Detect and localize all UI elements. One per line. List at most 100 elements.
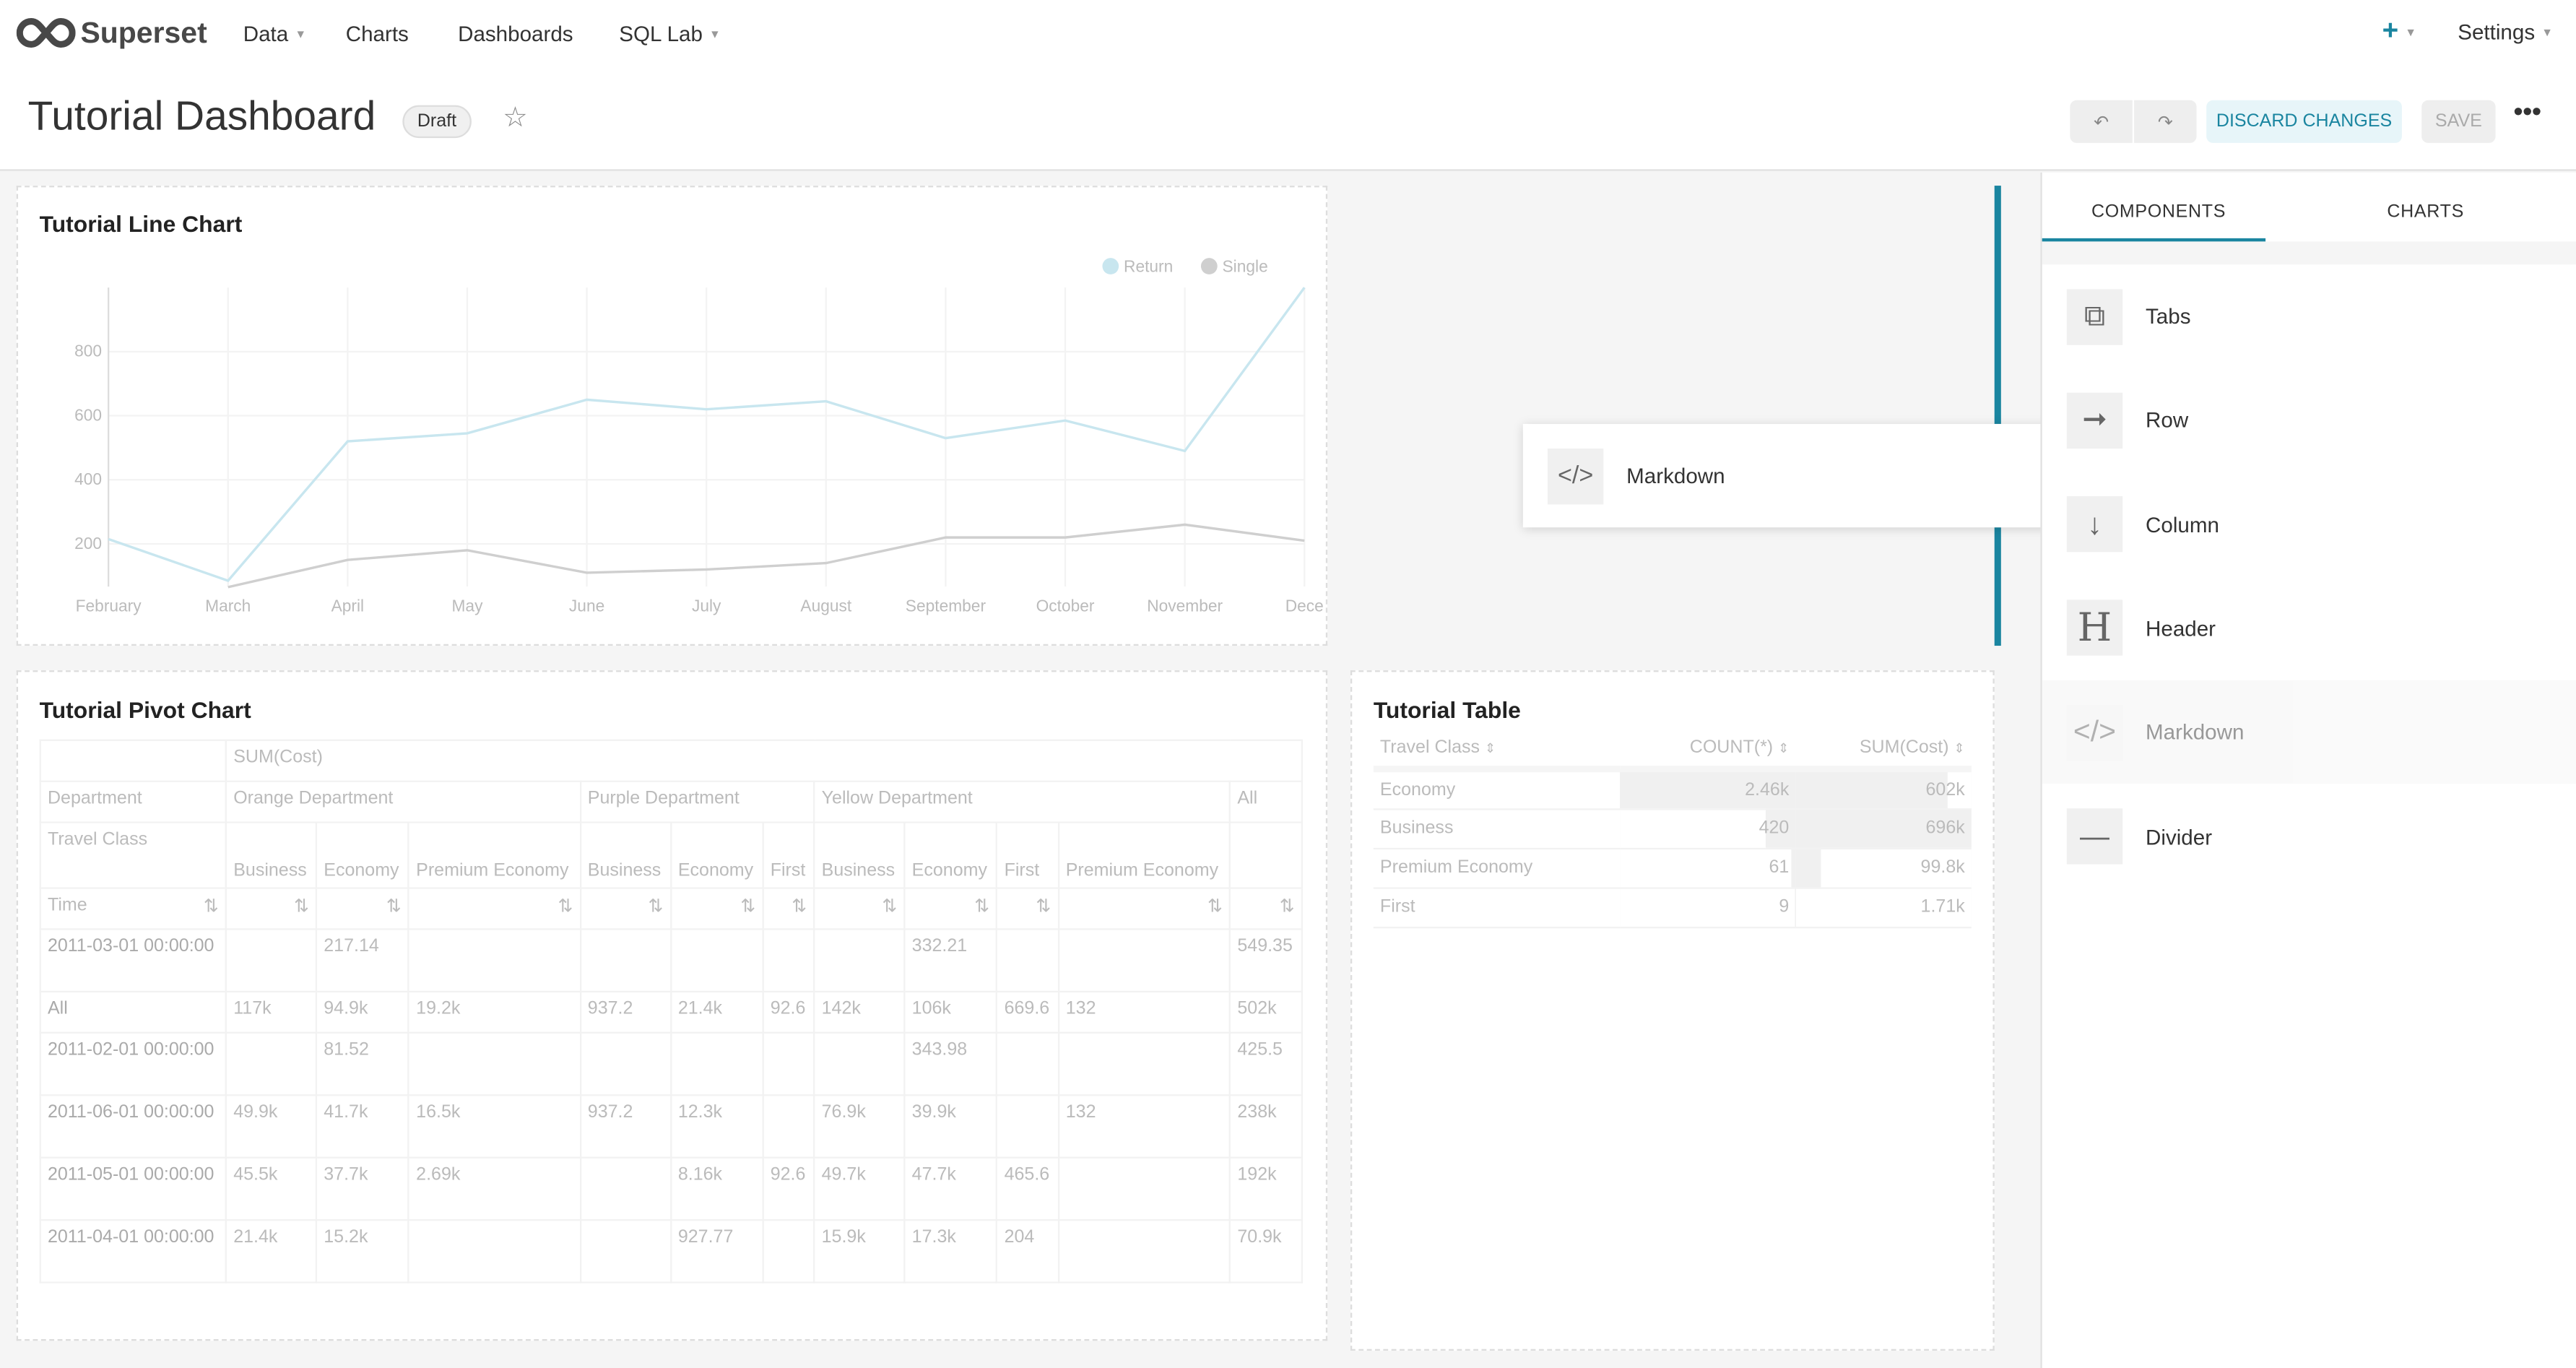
pivot-cell [762,1031,815,1096]
draft-badge: Draft [402,105,472,139]
pivot-cell: 132 [1057,990,1231,1034]
save-button[interactable]: SAVE [2421,100,2496,143]
component-row[interactable]: ➞ Row [2042,368,2576,472]
sort-icon[interactable]: ⇅ [974,897,990,917]
pivot-cell: 106k [903,990,998,1034]
line-chart-title: Tutorial Line Chart [39,210,243,237]
y-tick-label: 200 [74,534,102,553]
pivot-cell: 39.9k [903,1094,998,1159]
line-chart: February March April May June July August Septe… [74,256,1324,615]
sort-icon[interactable]: ⇅ [558,897,573,917]
sum-cost-cell: 1.71k [1795,887,1972,928]
divider-icon: — [2066,808,2123,865]
pivot-cell [579,1156,672,1221]
sum-cost-cell: 99.8k [1795,847,1972,888]
legend-label[interactable]: Return [1124,256,1173,275]
pivot-row: 2011-03-01 00:00:00 217.14 332.21 549.35 [39,928,1303,993]
x-tick-label: March [205,596,251,615]
superset-logo[interactable]: Superset [16,15,207,51]
pivot-cell: 192k [1228,1156,1303,1221]
pivot-metric: SUM(Cost) [225,739,1303,782]
column-header[interactable]: Travel Class ⇕ [1373,730,1621,773]
pivot-class-header: Economy [669,821,764,889]
count-cell: 61 [1620,847,1796,888]
sort-icon[interactable]: ⇅ [203,897,219,917]
nav-data[interactable]: Data ▼ [243,20,306,45]
nav-sql-lab[interactable]: SQL Lab ▼ [619,20,721,45]
legend-marker[interactable] [1102,258,1119,274]
dashboard-title[interactable]: Tutorial Dashboard [27,93,376,140]
component-column[interactable]: ↓ Column [2042,472,2576,576]
more-icon[interactable]: ••• [2513,98,2541,127]
sort-icon: ⇕ [1778,740,1790,756]
brand-name: Superset [80,15,207,49]
legend-marker[interactable] [1200,258,1218,274]
tabs-icon: ⧉ [2066,288,2123,345]
x-tick-label: June [569,596,604,615]
sort-icon[interactable]: ⇅ [1279,897,1295,917]
pivot-cell: 8.16k [669,1156,764,1221]
sort-icon[interactable]: ⇅ [386,897,402,917]
sum-cost-cell: 602k [1795,769,1972,810]
pivot-cell: 2.69k [407,1156,581,1221]
travel-class-cell: Premium Economy [1373,847,1621,888]
pivot-cell [996,1031,1059,1096]
pivot-dept-label: Department [39,780,227,823]
sort-icon[interactable]: ⇅ [792,897,807,917]
sort-icon: ⇕ [1485,740,1496,756]
discard-changes-button[interactable]: DISCARD CHANGES [2206,100,2402,143]
sort-icon[interactable]: ⇅ [293,897,309,917]
star-icon[interactable]: ☆ [503,102,528,134]
redo-button[interactable]: ↷ [2134,100,2197,143]
nav-charts[interactable]: Charts [345,20,409,46]
pivot-cell [762,1094,815,1159]
pivot-row: 2011-05-01 00:00:00 45.5k 37.7k 2.69k 8.16k 9… [39,1156,1303,1221]
sort-icon[interactable]: ⇅ [740,897,756,917]
sort-icon[interactable]: ⇅ [1207,897,1223,917]
pivot-class-header: Economy [315,821,410,889]
pivot-row: 2011-02-01 00:00:00 81.52 343.98 425.5 [39,1031,1303,1096]
count-cell: 9 [1620,887,1796,928]
sort-icon[interactable]: ⇅ [882,897,898,917]
pivot-sort-row: Time ⇅ ⇅ ⇅ ⇅ ⇅ ⇅ ⇅ ⇅ ⇅ ⇅ ⇅ ⇅ [39,887,1303,930]
pivot-cell: 332.21 [903,928,998,993]
x-tick-label: February [76,596,142,615]
count-cell: 420 [1620,808,1796,849]
column-arrow-icon: ↓ [2066,496,2123,553]
component-markdown[interactable]: </> Markdown [2042,680,2576,784]
pivot-table: SUM(Cost) Department Orange Department Purp… [39,739,1303,1283]
pivot-cell: 12.3k [669,1094,764,1159]
undo-icon: ↶ [2094,112,2109,133]
component-divider[interactable]: — Divider [2042,784,2576,888]
sort-icon[interactable]: ⇅ [648,897,664,917]
sort-icon[interactable]: ⇅ [1036,897,1051,917]
tab-components[interactable]: COMPONENTS [2091,202,2226,222]
legend-label[interactable]: Single [1223,256,1268,275]
pivot-cell: 238k [1228,1094,1303,1159]
redo-icon: ↷ [2157,112,2173,133]
sort-icon: ⇕ [1953,740,1965,756]
component-header[interactable]: H Header [2042,576,2576,680]
pivot-cell [407,928,581,993]
column-header[interactable]: COUNT(*) ⇕ [1620,730,1796,773]
tab-charts[interactable]: CHARTS [2387,202,2464,222]
component-tabs[interactable]: ⧉ Tabs [2042,264,2576,368]
nav-dashboards[interactable]: Dashboards [458,20,573,46]
data-table: Travel Class ⇕ COUNT(*) ⇕ SUM(Cost) ⇕ Econo… [1373,730,1972,928]
plus-icon[interactable]: + ▼ [2382,14,2417,46]
pivot-cell: 76.9k [813,1094,906,1159]
count-cell: 2.46k [1620,769,1796,810]
drop-indicator [1994,186,2001,646]
settings-menu[interactable]: Settings ▼ [2458,20,2553,44]
pivot-metric-row: SUM(Cost) [39,739,1303,782]
pivot-cell [762,1218,815,1283]
divider [2042,241,2576,265]
component-label: Markdown [2146,719,2245,745]
pivot-cell: 502k [1228,990,1303,1034]
column-header[interactable]: SUM(Cost) ⇕ [1795,730,1972,773]
pivot-cell: 45.5k [225,1156,318,1221]
markdown-drag-preview[interactable]: </> Markdown [1522,423,2062,528]
pivot-cell: 16.5k [407,1094,581,1159]
y-tick-label: 800 [74,342,102,360]
undo-button[interactable]: ↶ [2070,100,2133,143]
